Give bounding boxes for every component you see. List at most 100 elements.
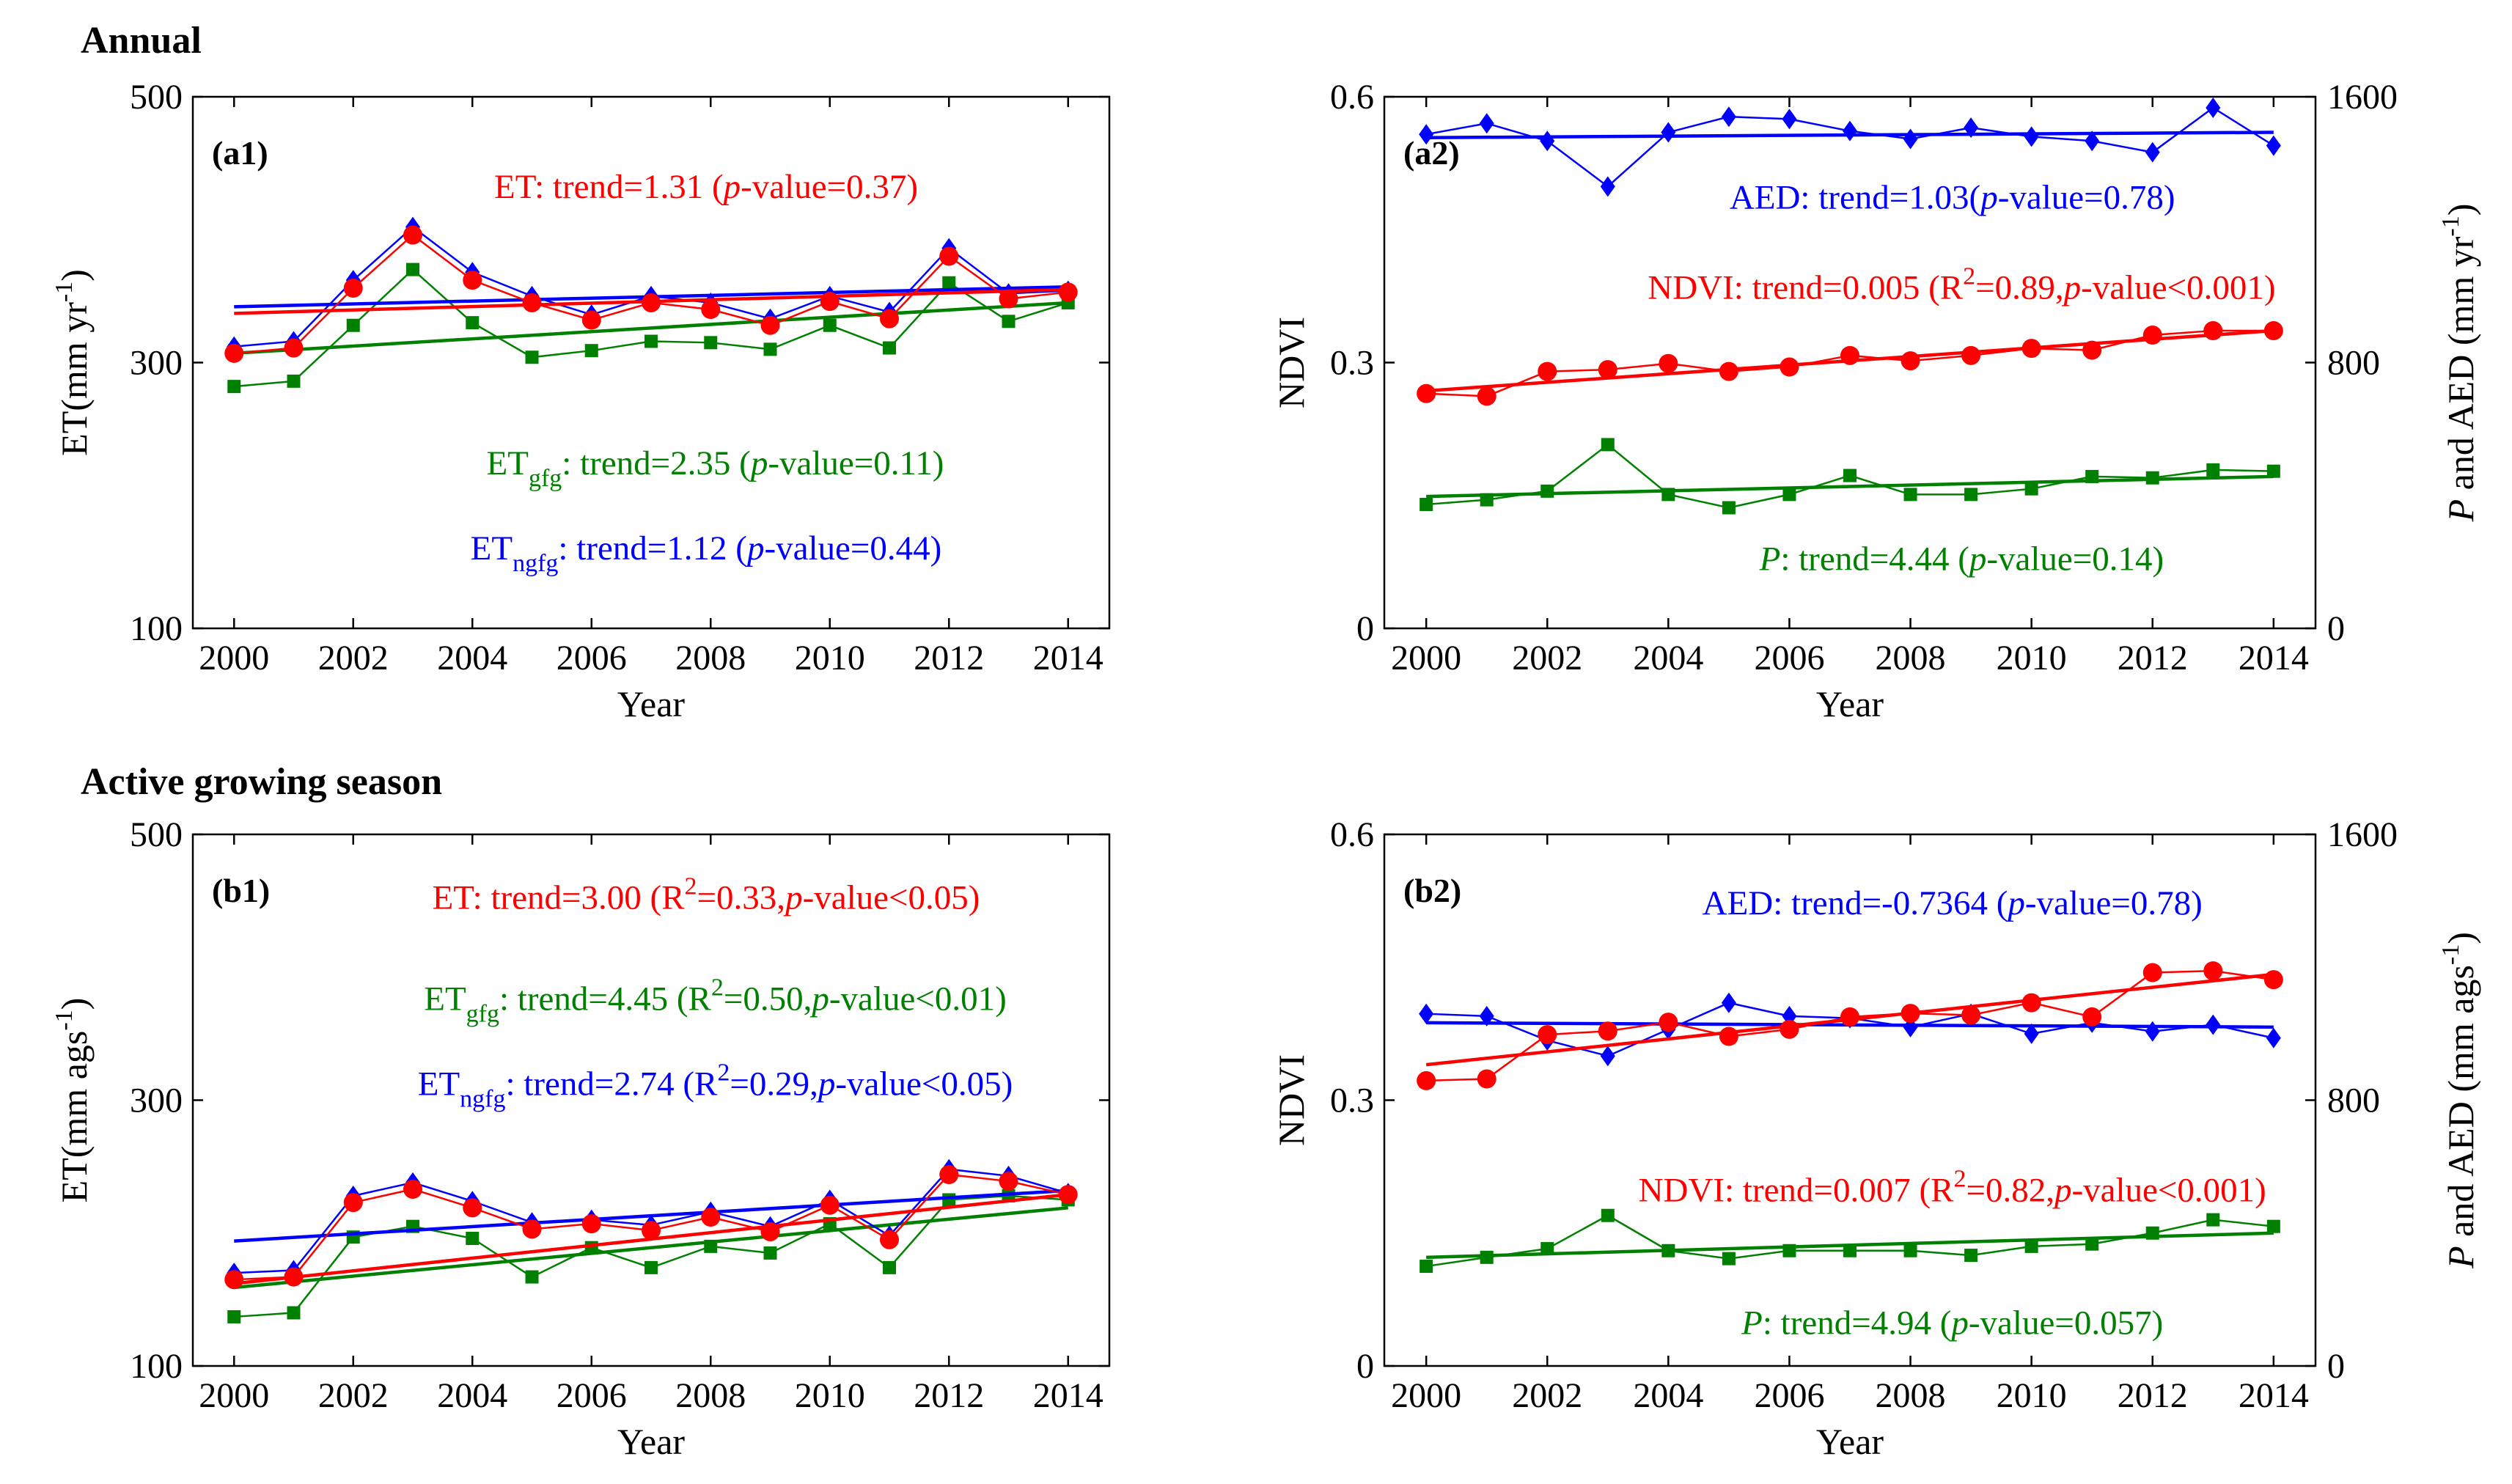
point-ET: [581, 1214, 601, 1234]
point-NDVI: [1659, 1013, 1678, 1032]
annotation-part: NDVI: trend=0.007 (R: [1639, 1171, 1955, 1209]
point-P: [1843, 469, 1857, 482]
point-AED: [1661, 122, 1676, 143]
point-AED: [2145, 1021, 2160, 1042]
point-AED: [1964, 117, 1979, 139]
axis-label-part: P: [2440, 499, 2481, 523]
y-tick-label: 500: [130, 78, 183, 117]
point-P: [1540, 484, 1554, 498]
y-right-tick-label: 1600: [2327, 78, 2398, 117]
point-ET: [820, 292, 840, 312]
annotation-part: =0.50,: [724, 980, 812, 1018]
x-tick-label: 2012: [2118, 639, 2188, 677]
point-P: [1661, 1244, 1675, 1257]
x-tick-label: 2008: [675, 1376, 746, 1415]
x-tick-label: 2000: [1391, 1376, 1461, 1415]
annotation-ETgfg: ETgfg: trend=2.35 (p-value=0.11): [487, 444, 944, 492]
point-ETgfg: [704, 1239, 718, 1253]
annotation-part: : trend=4.94 (: [1763, 1304, 1952, 1342]
point-NDVI: [1961, 345, 1981, 365]
point-P: [2085, 1237, 2099, 1251]
annotation-part: p: [809, 980, 829, 1018]
point-AED: [1419, 124, 1434, 145]
point-P: [1903, 1244, 1917, 1257]
x-tick-label: 2014: [2239, 1376, 2309, 1415]
annotation-part: =0.82,: [1966, 1171, 2054, 1209]
annotation-part: ET: [471, 529, 513, 567]
point-NDVI: [2263, 321, 2283, 340]
point-AED: [2266, 1027, 2281, 1048]
annotation-part: -value=0.44): [764, 529, 941, 567]
point-ET: [463, 271, 482, 290]
point-NDVI: [1538, 1025, 1557, 1045]
point-AED: [2085, 131, 2100, 152]
annotation-part: -value=0.78): [1998, 178, 2175, 216]
panel-a1: 2000 2002 2004 2006 2008 2010 2012 2014 100 300 50…: [51, 78, 1111, 724]
point-ET: [1058, 282, 1078, 302]
annotation-part: NDVI: trend=0.005 (R: [1648, 269, 1964, 307]
panel-a2: 2000 2002 2004 2006 2008 2010 2012 2014 0 0.3 0.6 0…: [1271, 78, 2481, 724]
annotation-part: p: [1949, 1304, 1969, 1342]
annotation-part: AED: trend=1.03(: [1730, 178, 1980, 216]
point-ETgfg: [466, 316, 480, 330]
annotation-part: p: [816, 1065, 836, 1103]
annotation-ETgfg: ETgfg: trend=4.45 (R2=0.50,p-value<0.01): [424, 974, 1007, 1027]
point-AED: [1600, 176, 1615, 197]
annotation-ETngfg: ETngfg: trend=2.74 (R2=0.29,p-value<0.05…: [418, 1059, 1013, 1112]
annotation-part: -value=0.057): [1969, 1304, 2163, 1342]
annotation-P: P: trend=4.94 (p-value=0.057): [1741, 1304, 2163, 1342]
point-AED: [1479, 113, 1494, 134]
x-axis-title: Year: [617, 683, 685, 724]
x-tick-label: 2008: [675, 639, 746, 677]
y-tick-label: 0: [1356, 1347, 1374, 1386]
point-NDVI: [1598, 360, 1617, 380]
annotation-part: p: [2052, 1171, 2072, 1209]
point-P: [1601, 438, 1615, 452]
point-ETgfg: [644, 334, 658, 348]
point-ETgfg: [942, 276, 956, 290]
point-P: [1782, 1244, 1796, 1257]
x-tick-label: 2004: [437, 639, 507, 677]
point-AED: [1419, 1003, 1434, 1024]
point-P: [2024, 1239, 2038, 1253]
point-ET: [1058, 1185, 1078, 1205]
y-right-axis-title: P and AED (mm yr-1): [2437, 204, 2481, 523]
point-ET: [820, 1195, 840, 1215]
y-axis-title: NDVI: [1271, 1054, 1312, 1146]
annotation-part: ET: trend=3.00 (R: [433, 879, 686, 917]
point-AED: [1782, 109, 1797, 130]
annotation-part: p: [721, 168, 741, 206]
annotation-part: 2: [711, 974, 724, 1001]
point-NDVI: [1840, 345, 1859, 365]
point-NDVI: [2021, 993, 2041, 1013]
annotation-NDVI: NDVI: trend=0.005 (R2=0.89,p-value<0.001…: [1648, 263, 2275, 307]
annotation-ET: ET: trend=3.00 (R2=0.33,p-value<0.05): [433, 873, 980, 917]
y-tick-label: 0.3: [1330, 344, 1374, 383]
point-P: [1661, 488, 1675, 502]
annotation-part: : trend=2.74 (R: [506, 1065, 719, 1103]
y-tick-label: 100: [130, 609, 183, 648]
axis-label-part: ): [54, 998, 95, 1010]
annotation-part: AED: trend=-0.7364 (: [1703, 884, 2008, 922]
point-ETgfg: [763, 1246, 777, 1260]
point-ET: [939, 1165, 959, 1184]
point-P: [1420, 1260, 1433, 1274]
y-right-axis-title: P and AED (mm ags-1): [2437, 932, 2481, 1269]
point-AED: [1479, 1005, 1494, 1026]
point-AED: [2024, 126, 2039, 147]
series-line-ETgfg: [234, 1194, 1068, 1318]
point-AED: [1540, 131, 1555, 152]
annotation-part: 2: [717, 1059, 730, 1086]
point-ETgfg: [942, 1193, 956, 1207]
annotation-AED: AED: trend=1.03(p-value=0.78): [1730, 178, 2175, 216]
point-ET: [701, 1208, 721, 1227]
point-AED: [2266, 135, 2281, 156]
x-tick-label: 2002: [1512, 1376, 1582, 1415]
point-P: [1480, 1250, 1494, 1264]
x-axis-title: Year: [617, 1421, 685, 1462]
axis-label-part: ): [2440, 932, 2481, 944]
x-tick-label: 2012: [914, 1376, 984, 1415]
point-NDVI: [1840, 1007, 1859, 1026]
point-ET: [701, 300, 721, 319]
axis-label-superscript: -1: [2437, 216, 2464, 236]
